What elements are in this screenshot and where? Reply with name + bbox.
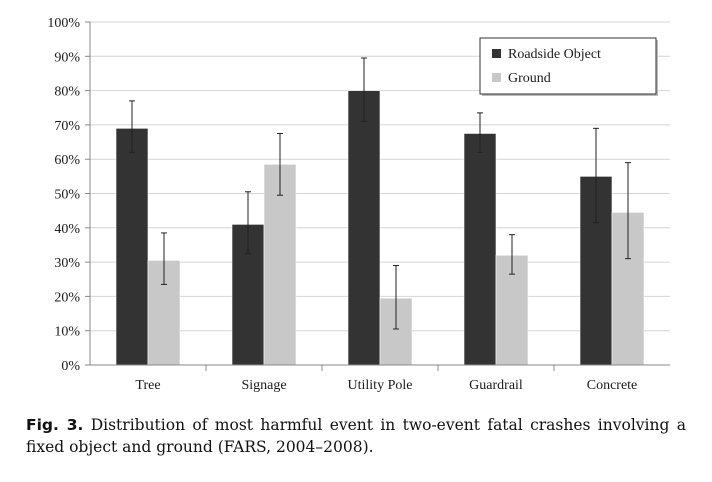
figure-label: Fig. 3. bbox=[26, 416, 84, 434]
category-label: Tree bbox=[135, 378, 160, 393]
bar-roadside-object bbox=[347, 90, 381, 366]
legend-swatch bbox=[492, 49, 501, 58]
figure-caption-text: Distribution of most harmful event in tw… bbox=[26, 416, 686, 456]
legend-swatch bbox=[492, 73, 501, 82]
y-tick-label: 40% bbox=[54, 222, 80, 237]
legend-label: Roadside Object bbox=[508, 47, 601, 62]
legend-box bbox=[479, 37, 657, 95]
x-axis-categories: Tree Signage Utility Pole Guardrail Concrete bbox=[135, 378, 637, 393]
figure-caption: Fig. 3. Distribution of most harmful eve… bbox=[26, 414, 686, 458]
y-tick-label: 60% bbox=[54, 153, 80, 168]
y-tick-label: 90% bbox=[54, 50, 80, 65]
axes bbox=[89, 22, 670, 371]
legend: Roadside Object Ground bbox=[479, 37, 658, 96]
y-tick-label: 100% bbox=[47, 16, 80, 31]
y-tick-label: 30% bbox=[54, 256, 80, 271]
y-tick-label: 50% bbox=[54, 188, 80, 203]
category-label: Utility Pole bbox=[348, 378, 413, 393]
bar-roadside-object bbox=[463, 133, 497, 366]
y-tick-label: 0% bbox=[61, 359, 80, 374]
bar-roadside-object bbox=[115, 128, 149, 366]
error-bars bbox=[129, 57, 631, 330]
legend-label: Ground bbox=[508, 71, 551, 86]
y-tick-label: 10% bbox=[54, 325, 80, 340]
bars bbox=[115, 90, 645, 366]
category-label: Concrete bbox=[587, 378, 638, 393]
category-label: Signage bbox=[241, 378, 286, 393]
category-label: Guardrail bbox=[469, 378, 523, 393]
y-tick-label: 20% bbox=[54, 290, 80, 305]
bar-chart: 0% 10% 20% 30% 40% 50% 60% 70% 80% 90% 100% Tree Si… bbox=[47, 16, 670, 393]
y-axis-ticks: 0% 10% 20% 30% 40% 50% 60% 70% 80% 90% 100% bbox=[47, 16, 90, 374]
y-tick-label: 80% bbox=[54, 85, 80, 100]
y-tick-label: 70% bbox=[54, 119, 80, 134]
